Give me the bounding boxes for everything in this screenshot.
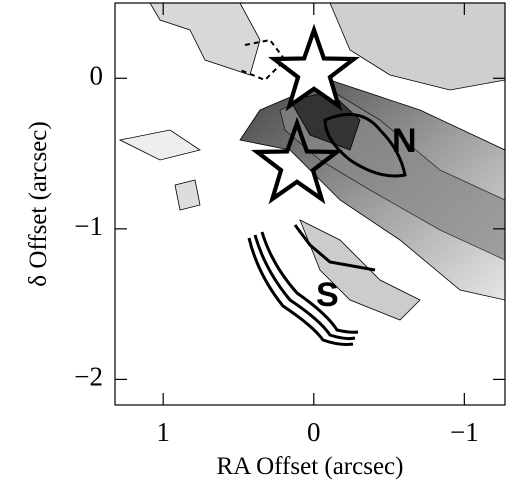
y-axis-label: δ Offset (arcsec) [25,121,52,286]
x-tick-label: 0 [307,417,321,447]
x-tick-label: 1 [156,417,170,447]
x-tick-label: −1 [450,417,479,447]
y-tick-label: −2 [74,362,103,392]
y-tick-label: 0 [90,60,104,90]
plot-frame [114,2,506,406]
annotation: S [316,276,339,314]
map-image [118,3,505,346]
x-axis-label: RA Offset (arcsec) [217,453,404,480]
y-tick-label: −1 [74,211,103,241]
annotation: N [392,122,417,160]
